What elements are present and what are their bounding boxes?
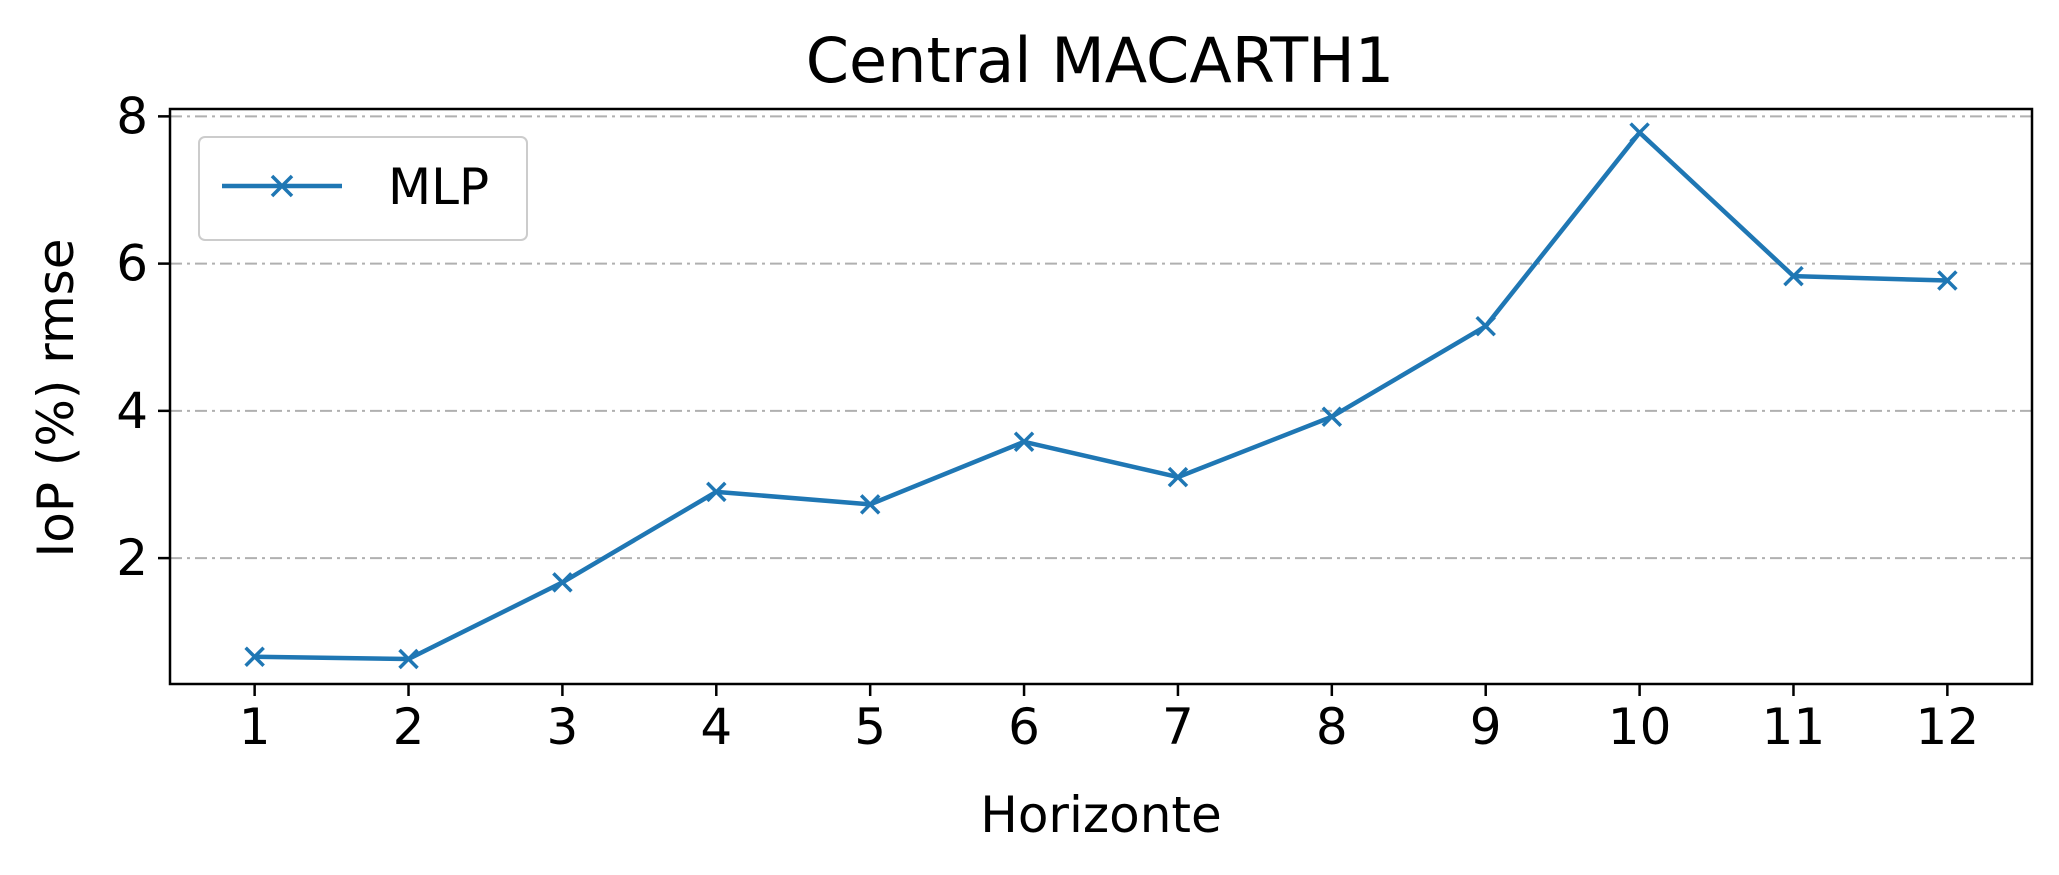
legend: MLP (198, 136, 528, 241)
x-tick-label: 12 (1916, 698, 1980, 756)
data-point (244, 646, 265, 667)
data-point (1321, 406, 1343, 427)
legend-box (198, 136, 528, 241)
x-tick-label: 1 (239, 698, 271, 756)
data-point (1629, 122, 1650, 143)
data-point (552, 572, 573, 593)
data-point (1475, 315, 1496, 337)
x-tick-label: 4 (700, 698, 732, 756)
grid-lines (170, 115, 2032, 560)
chart-title: Central MACARTH1 (806, 24, 1395, 97)
x-tick-label: 7 (1162, 698, 1194, 756)
x-tick-label: 8 (1316, 698, 1348, 756)
y-tick-label: 2 (116, 529, 148, 587)
data-point (1937, 270, 1958, 291)
x-tick-label: 2 (393, 698, 425, 756)
x-tick-label: 6 (1008, 698, 1040, 756)
y-axis: 2 4 6 8 (116, 87, 170, 587)
data-point (1013, 431, 1035, 453)
data-point (1167, 466, 1189, 488)
y-tick-label: 4 (116, 382, 148, 440)
x-tick-label: 5 (854, 698, 886, 756)
legend-marker (270, 174, 294, 198)
x-tick-label: 9 (1470, 698, 1502, 756)
x-axis: 1 2 3 4 5 6 7 8 9 10 11 12 (239, 684, 1979, 756)
data-point (398, 648, 419, 670)
data-point (706, 481, 727, 503)
y-axis-label: IoP (%) rmse (27, 239, 85, 558)
y-tick-label: 6 (116, 235, 148, 293)
y-tick-label: 8 (116, 87, 148, 145)
x-tick-label: 3 (546, 698, 578, 756)
x-tick-label: 11 (1762, 698, 1826, 756)
x-tick-label: 10 (1608, 698, 1672, 756)
plot-frame (168, 107, 2034, 686)
data-point (1783, 265, 1804, 287)
x-axis-label: Horizonte (980, 786, 1222, 844)
data-point (859, 494, 881, 515)
series-layer (244, 122, 1958, 670)
series-line-mlp (254, 130, 1948, 662)
legend-label: MLP (388, 158, 489, 216)
